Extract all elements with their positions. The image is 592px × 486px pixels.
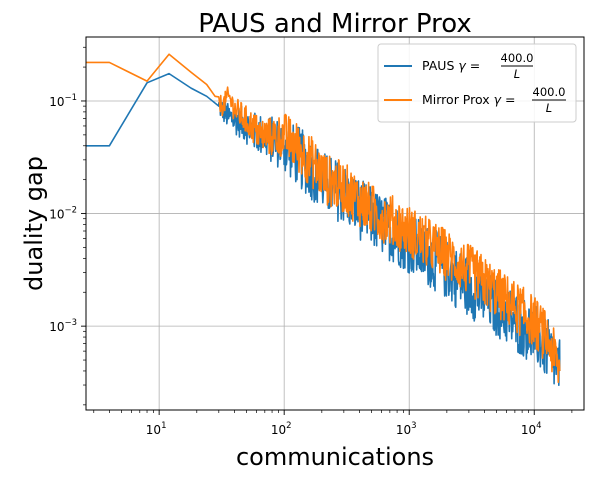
legend-num-paus: 400.0 [501,51,534,65]
y-tick-label: 10−1 [49,93,77,109]
legend-den-mirror-prox: L [546,101,552,115]
legend-label-paus: PAUS γ = [422,58,480,73]
legend-box [377,43,577,123]
series-layer [86,53,561,387]
x-tick-label: 101 [146,421,167,437]
x-tick-label: 102 [271,421,292,437]
legend-num-mirror-prox: 400.0 [533,85,566,99]
y-tick-label: 10−3 [49,318,77,334]
series-line-mirror-prox [86,53,561,383]
x-tick-label: 104 [521,421,542,437]
legend-label-mirror-prox: Mirror Prox γ = [422,92,515,107]
legend-den-paus: L [514,67,520,81]
y-axis-label: duality gap [20,156,48,291]
legend: PAUS γ = 400.0 L Mirror Prox γ = 400.0 L [377,43,577,123]
chart-title: PAUS and Mirror Prox [198,9,471,39]
plot-frame [85,36,585,411]
major-ticks: 101 102 103 104 10−3 10−2 10−1 [49,93,541,437]
y-tick-label: 10−2 [49,206,77,222]
x-axis-label: communications [236,443,434,471]
x-tick-label: 103 [396,421,417,437]
